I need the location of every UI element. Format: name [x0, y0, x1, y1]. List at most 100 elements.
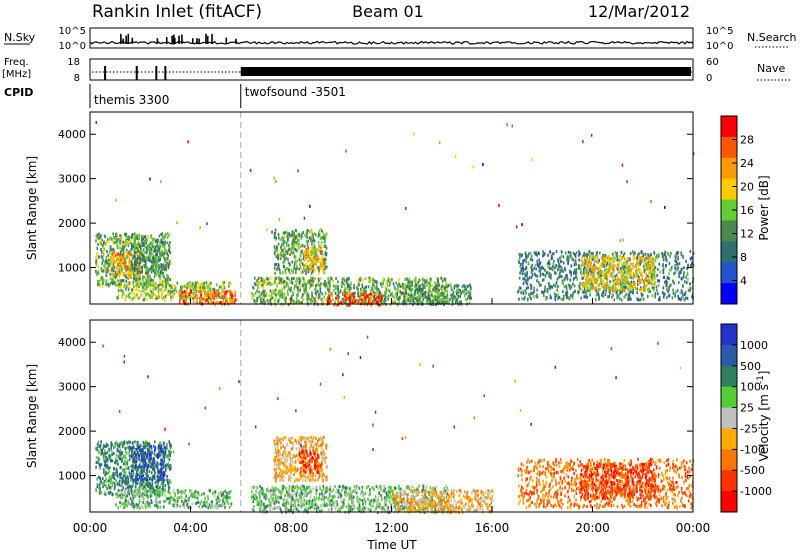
echo-cell [389, 281, 392, 285]
echo-cell [155, 256, 157, 259]
echo-cell [293, 287, 296, 291]
echo-cell [123, 474, 126, 478]
echo-cell [378, 303, 381, 307]
echo-cell [162, 263, 165, 267]
echo-cell [620, 298, 623, 302]
echo-cell [300, 258, 302, 262]
echo-cell [269, 282, 271, 286]
echo-cell [191, 291, 193, 295]
echo-cell [136, 274, 138, 278]
echo-cell [315, 252, 318, 256]
echo-cell [143, 281, 145, 285]
echo-cell [680, 296, 683, 300]
echo-cell [261, 296, 263, 300]
echo-cell [570, 254, 572, 258]
echo-cell [301, 232, 303, 236]
echo-cell [580, 282, 583, 286]
echo-cell [152, 256, 155, 260]
echo-cell [580, 296, 582, 300]
echo-cell [128, 235, 130, 239]
echo-cell [587, 281, 590, 285]
echo-cell [118, 238, 121, 241]
echo-cell [100, 255, 103, 259]
echo-cell [601, 270, 604, 274]
echo-cell [256, 279, 258, 283]
echo-cell [689, 257, 692, 261]
echo-cell [104, 269, 107, 273]
echo-cell [584, 281, 587, 285]
echo-cell [149, 247, 152, 250]
echo-cell [373, 298, 376, 302]
echo-cell [312, 296, 314, 300]
echo-cell [158, 295, 160, 299]
echo-cell [578, 266, 581, 270]
echo-cell [166, 478, 168, 482]
echo-cell [599, 287, 601, 291]
echo-cell [636, 273, 638, 276]
echo-cell [606, 281, 609, 285]
echo-cell [624, 280, 627, 284]
echo-cell [328, 301, 331, 305]
echo-cell [131, 282, 134, 286]
echo-cell [312, 277, 314, 281]
echo-cell [339, 290, 342, 294]
echo-cell [114, 461, 116, 464]
echo-cell [197, 289, 199, 293]
echo-cell [598, 275, 600, 279]
echo-cell [337, 297, 339, 301]
echo-cell [566, 294, 568, 298]
echo-cell [298, 232, 300, 236]
echo-cell [416, 299, 418, 303]
echo-cell [375, 297, 377, 301]
echo-cell [581, 260, 584, 264]
echo-cell [506, 123, 508, 127]
echo-cell [435, 286, 438, 290]
echo-cell [566, 290, 568, 294]
echo-cell [395, 281, 398, 285]
echo-cell [273, 252, 276, 256]
echo-cell [142, 289, 144, 293]
echo-cell [469, 292, 471, 296]
echo-cell [279, 257, 282, 261]
echo-cell [185, 300, 187, 303]
echo-cell [108, 264, 110, 268]
echo-cell [280, 245, 282, 249]
echo-cell [653, 286, 655, 290]
echo-cell [303, 254, 306, 258]
echo-cell [532, 295, 535, 299]
echo-cell [632, 291, 634, 295]
echo-cell [659, 295, 661, 299]
echo-cell [137, 441, 140, 445]
echo-cell [155, 258, 158, 262]
echo-cell [294, 261, 296, 265]
echo-cell [129, 274, 131, 278]
echo-cell [297, 246, 300, 250]
echo-cell [638, 257, 641, 261]
echo-cell [642, 286, 645, 290]
echo-cell [122, 486, 124, 490]
echo-cell [124, 479, 127, 483]
echo-cell [570, 270, 572, 274]
echo-cell [287, 243, 290, 247]
echo-cell [312, 256, 315, 260]
echo-cell [127, 242, 130, 246]
freq-band [240, 67, 691, 76]
echo-cell [668, 277, 670, 281]
echo-cell [413, 132, 415, 136]
echo-cell [281, 248, 283, 252]
echo-cell [115, 273, 117, 277]
echo-cell [292, 269, 295, 273]
echo-cell [280, 291, 283, 295]
echo-cell [357, 291, 360, 295]
echo-cell [285, 279, 287, 283]
echo-cell [630, 262, 632, 266]
echo-cell [283, 256, 285, 260]
echo-cell [116, 482, 119, 486]
echo-cell [573, 271, 576, 275]
echo-cell [116, 296, 118, 300]
echo-cell [118, 285, 120, 289]
echo-cell [203, 294, 206, 297]
echo-cell [133, 248, 136, 252]
echo-cell [308, 250, 310, 254]
echo-cell [611, 252, 614, 256]
